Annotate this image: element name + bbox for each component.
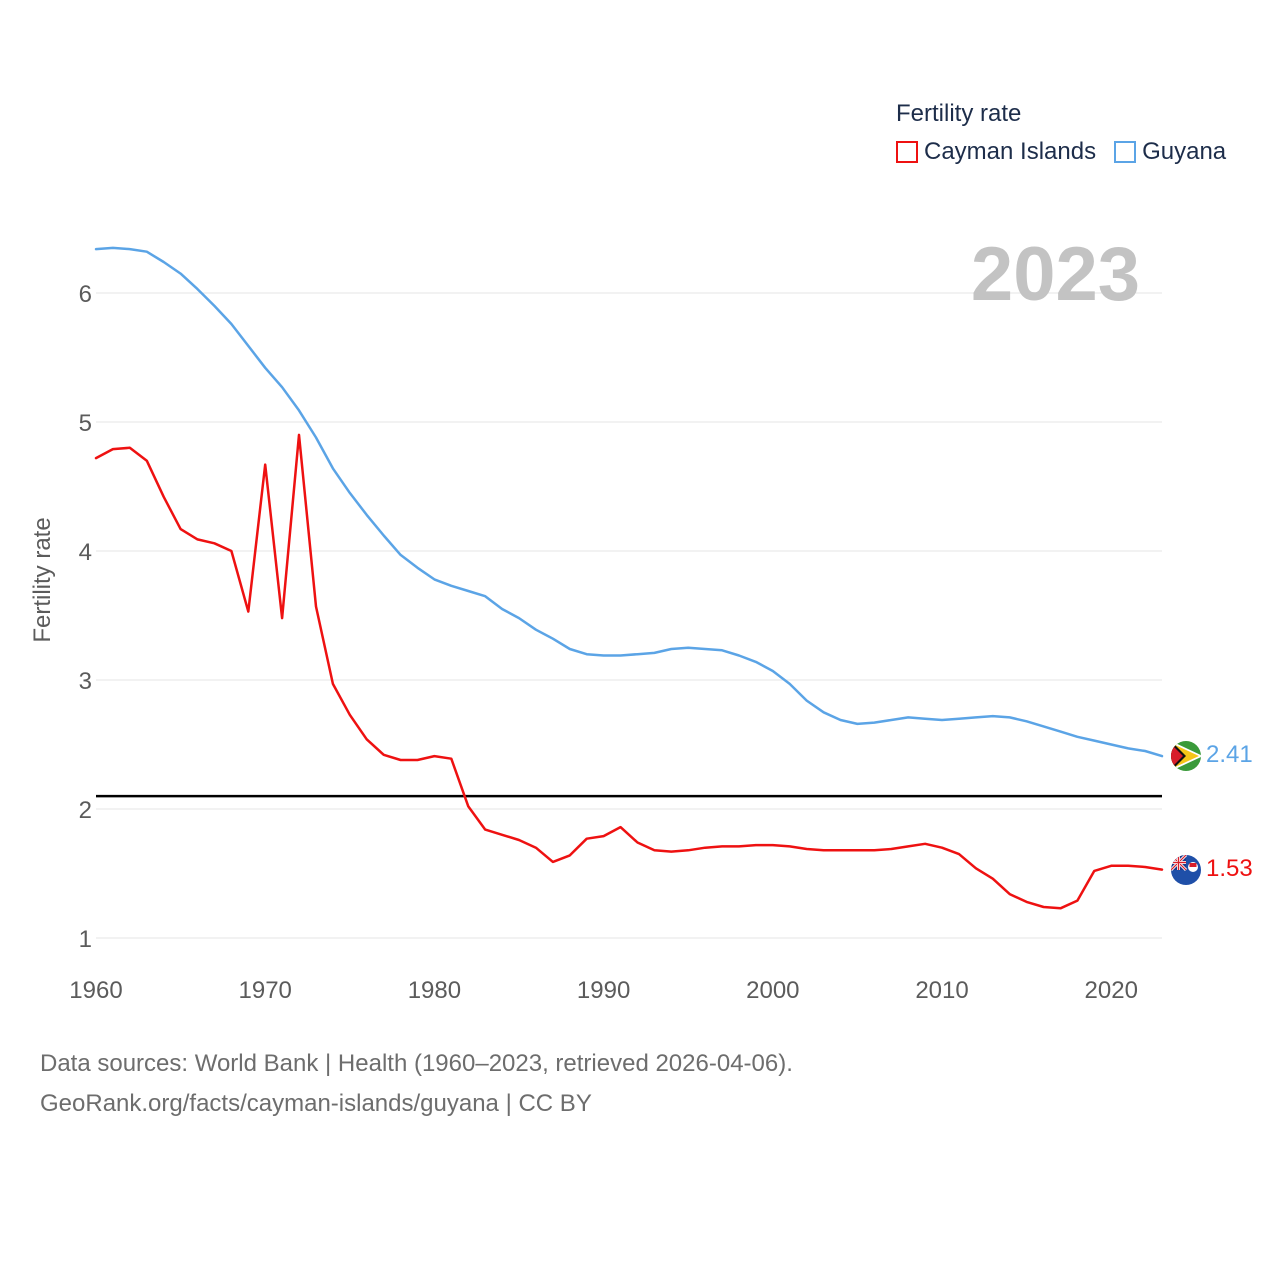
data-sources-text: Data sources: World Bank | Health (1960–… (40, 1050, 793, 1077)
y-tick-label: 2 (79, 797, 92, 824)
x-tick-label: 2010 (915, 977, 968, 1004)
y-tick-label: 6 (79, 281, 92, 308)
x-tick-label: 1990 (577, 977, 630, 1004)
series-line-cayman-islands (94, 433, 1164, 910)
legend-swatch-cayman-islands (896, 141, 918, 163)
x-tick-label: 2000 (746, 977, 799, 1004)
guyana-end-label: 2.41 (1206, 741, 1253, 768)
series-line-guyana (94, 246, 1164, 758)
legend-title: Fertility rate (896, 100, 1022, 127)
x-tick-label: 1980 (408, 977, 461, 1004)
legend: Fertility rate Cayman Islands Guyana (896, 100, 1226, 166)
x-tick-label: 1970 (239, 977, 292, 1004)
x-tick-label: 1960 (69, 977, 122, 1004)
cayman-islands-end-label: 1.53 (1206, 855, 1253, 882)
gridlines (96, 292, 1162, 939)
year-label: 2023 (971, 232, 1140, 317)
y-axis-title: Fertility rate (29, 517, 56, 642)
x-axis-ticks: 1960 1970 1980 1990 2000 2010 2020 (69, 977, 1138, 1004)
y-tick-label: 1 (79, 926, 92, 953)
y-tick-label: 3 (79, 668, 92, 695)
cayman-islands-flag-icon (1171, 855, 1201, 885)
y-tick-label: 5 (79, 410, 92, 437)
credit-text: GeoRank.org/facts/cayman-islands/guyana … (40, 1090, 592, 1117)
legend-items: Cayman Islands Guyana (896, 138, 1226, 166)
y-axis-ticks: 1 2 3 4 5 6 (79, 281, 92, 953)
legend-label-cayman-islands: Cayman Islands (924, 138, 1097, 165)
legend-swatch-guyana (1114, 141, 1137, 163)
guyana-flag-icon (1171, 741, 1201, 771)
x-tick-label: 2020 (1085, 977, 1138, 1004)
line-chart: 1 2 3 4 5 6 1960 1970 1980 1990 2000 2010 2020 Fert… (29, 232, 1253, 1004)
y-tick-label: 4 (79, 539, 92, 566)
legend-item-guyana[interactable]: Guyana (1114, 138, 1226, 166)
legend-item-cayman-islands[interactable]: Cayman Islands (896, 138, 1096, 166)
series-lines (94, 246, 1164, 910)
legend-label-guyana: Guyana (1142, 138, 1227, 165)
footer: Data sources: World Bank | Health (1960–… (40, 1044, 793, 1124)
